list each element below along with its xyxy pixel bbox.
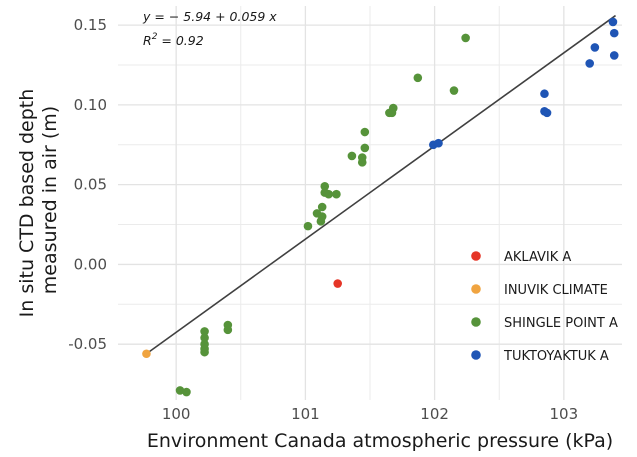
x-tick-label: 100 bbox=[162, 405, 191, 423]
data-point bbox=[434, 138, 443, 148]
data-point bbox=[357, 153, 367, 162]
data-point bbox=[608, 17, 618, 27]
data-points bbox=[142, 17, 619, 397]
data-point bbox=[413, 73, 423, 83]
legend-marker bbox=[471, 317, 481, 327]
legend-marker bbox=[471, 284, 481, 294]
data-point bbox=[333, 279, 342, 288]
data-point bbox=[303, 221, 313, 231]
r-squared: R2 = 0.92 bbox=[143, 32, 204, 48]
data-point bbox=[324, 189, 333, 199]
data-point bbox=[360, 143, 370, 153]
r2-value: = 0.92 bbox=[157, 33, 203, 48]
x-tick-label: 103 bbox=[550, 405, 579, 423]
x-tick-label: 101 bbox=[291, 405, 320, 423]
y-tick-label: 0.10 bbox=[74, 96, 107, 114]
data-point bbox=[461, 33, 470, 43]
data-point bbox=[317, 202, 327, 212]
data-point bbox=[200, 347, 209, 357]
data-point bbox=[585, 59, 594, 68]
legend-label: INUVIK CLIMATE bbox=[504, 283, 608, 298]
data-point bbox=[542, 108, 552, 118]
legend-label: TUKTOYAKTUK A bbox=[503, 349, 609, 364]
data-point bbox=[388, 103, 398, 113]
legend-label: SHINGLE POINT A bbox=[504, 316, 618, 331]
equation-rhs: = − 5.94 + 0.059 x bbox=[150, 9, 277, 24]
regression-line bbox=[145, 14, 617, 355]
data-point bbox=[609, 28, 619, 38]
y-axis-title-line-2: measured in air (m) bbox=[39, 106, 61, 294]
data-point bbox=[200, 327, 209, 336]
regression-equation: y = − 5.94 + 0.059 x bbox=[142, 9, 277, 24]
data-point bbox=[590, 43, 600, 52]
x-tick-labels: 100 101 102 103 bbox=[162, 405, 578, 423]
legend-marker bbox=[471, 350, 481, 360]
x-axis-title: Environment Canada atmospheric pressure … bbox=[147, 430, 613, 452]
regression-line-group bbox=[145, 14, 617, 355]
data-point bbox=[609, 51, 619, 60]
x-tick-label: 102 bbox=[420, 405, 449, 423]
data-point bbox=[223, 325, 233, 335]
y-axis-title: In situ CTD based depth measured in air … bbox=[16, 83, 61, 318]
r2-label: R bbox=[143, 33, 152, 48]
y-tick-labels: -0.05 0.00 0.05 0.10 0.15 bbox=[68, 16, 107, 353]
data-point bbox=[332, 189, 341, 199]
data-point bbox=[449, 86, 459, 95]
y-tick-label: 0.15 bbox=[74, 16, 107, 34]
y-tick-label: 0.00 bbox=[74, 255, 107, 273]
legend: AKLAVIK A INUVIK CLIMATE SHINGLE POINT A TU… bbox=[471, 250, 618, 364]
equation-prefix: y bbox=[142, 9, 151, 24]
data-point bbox=[540, 89, 549, 99]
data-point bbox=[320, 181, 330, 191]
legend-marker bbox=[471, 251, 481, 261]
r2-superscript: 2 bbox=[152, 32, 158, 42]
data-point bbox=[317, 212, 327, 221]
data-point bbox=[175, 386, 185, 395]
y-tick-label: -0.05 bbox=[68, 335, 107, 353]
y-axis-title-line-1: In situ CTD based depth bbox=[16, 89, 38, 318]
data-point bbox=[360, 127, 370, 137]
data-point bbox=[200, 333, 209, 343]
legend-label: AKLAVIK A bbox=[504, 250, 571, 265]
data-point bbox=[347, 151, 357, 161]
data-point bbox=[142, 349, 151, 359]
data-point bbox=[182, 387, 191, 397]
y-tick-label: 0.05 bbox=[74, 176, 107, 194]
